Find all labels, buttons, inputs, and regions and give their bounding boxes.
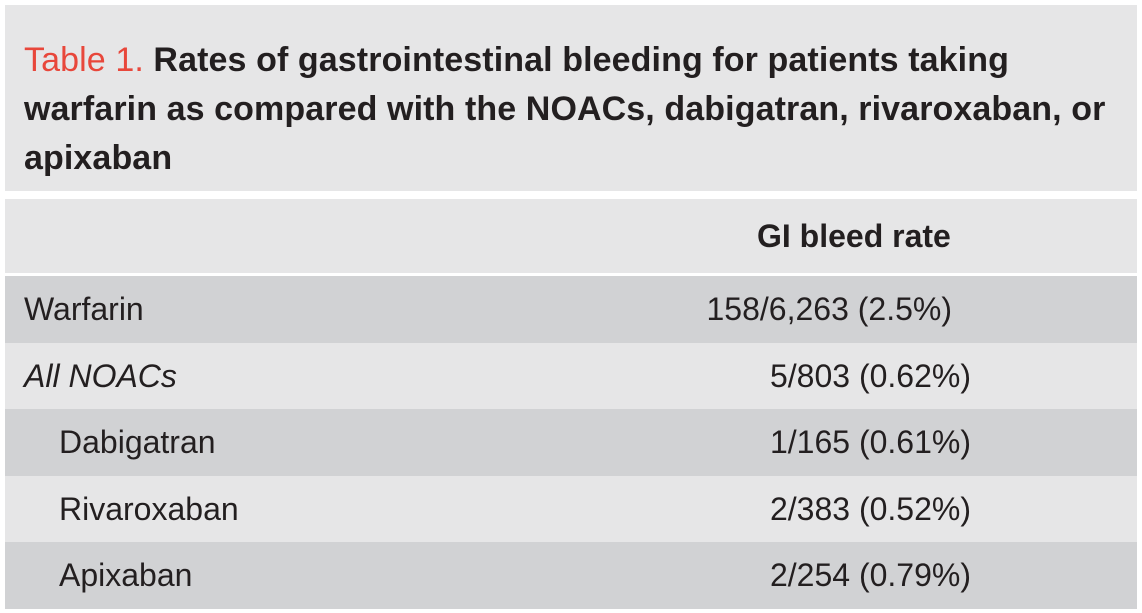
row-label: Apixaban	[59, 557, 193, 593]
caption-text: Table 1. Rates of gastrointestinal bleed…	[24, 36, 1117, 183]
table-row-rivaroxaban: Rivaroxaban 2/383 (0.52%)	[5, 475, 1137, 542]
row-label: All NOACs	[24, 357, 177, 394]
row-label: Rivaroxaban	[59, 490, 239, 527]
row-value: 1/165 (0.61%)	[769, 424, 971, 460]
table-row-warfarin: Warfarin 158/6,263 (2.5%)	[5, 276, 1137, 343]
row-value: 2/254 (0.79%)	[769, 557, 971, 593]
table-row-dabigatran: Dabigatran 1/165 (0.61%)	[5, 409, 1137, 476]
row-label: Dabigatran	[59, 424, 216, 460]
table-header-row: GI bleed rate	[5, 199, 1137, 276]
data-table: GI bleed rate Warfarin 158/6,263 (2.5%) …	[5, 199, 1137, 609]
table-row-apixaban: Apixaban 2/254 (0.79%)	[5, 542, 1137, 609]
header-gi-bleed-rate: GI bleed rate	[757, 218, 951, 254]
table-row-all-noacs: All NOACs 5/803 (0.62%)	[5, 342, 1137, 409]
row-label: Warfarin	[24, 291, 144, 327]
table-number-label: Table 1.	[24, 41, 144, 79]
table-caption: Table 1. Rates of gastrointestinal bleed…	[5, 5, 1137, 191]
row-value: 5/803 (0.62%)	[769, 357, 971, 394]
row-value: 2/383 (0.52%)	[769, 490, 971, 527]
row-value: 158/6,263 (2.5%)	[706, 291, 953, 327]
caption-title: Rates of gastrointestinal bleeding for p…	[24, 41, 1106, 177]
